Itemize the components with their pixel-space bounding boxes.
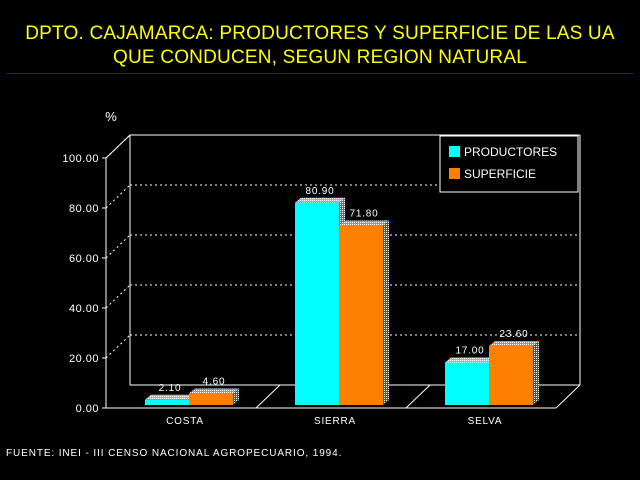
gridline-side — [105, 284, 131, 309]
chart-title-line-1: DPTO. CAJAMARCA: PRODUCTORES Y SUPERFICI… — [25, 23, 615, 44]
legend-swatch — [449, 146, 460, 157]
x-tick-label: SIERRA — [314, 416, 356, 427]
legend-label: PRODUCTORES — [464, 145, 557, 159]
y-tick-label: 0.00 — [76, 403, 99, 415]
title-divider — [6, 73, 634, 74]
bar-superficie-selva — [489, 341, 539, 405]
data-label: 4.60 — [203, 377, 226, 388]
gridline-side — [105, 234, 131, 259]
bars: 2.10 4.60 80.90 71.80 17.00 23.60 — [145, 186, 539, 405]
bar-superficie-sierra — [339, 220, 389, 405]
legend-label: SUPERFICIE — [464, 167, 536, 181]
y-tick-label: 80.00 — [69, 203, 99, 215]
x-axis-labels: COSTA SIERRA SELVA — [166, 384, 503, 427]
gridline-side — [105, 134, 131, 159]
data-label: 71.80 — [349, 209, 378, 220]
bar-productores-sierra — [295, 197, 345, 405]
data-label: 23.60 — [499, 329, 528, 340]
y-tick-label: 60.00 — [69, 253, 99, 265]
x-tick-label: COSTA — [166, 416, 204, 427]
bar-productores-selva — [445, 357, 495, 405]
y-axis-ticks: 0.00 20.00 40.00 60.00 80.00 100.00 — [62, 153, 106, 415]
source-note: FUENTE: INEI - III CENSO NACIONAL AGROPE… — [6, 448, 343, 459]
bar-superficie-costa — [189, 388, 239, 405]
legend-swatch — [449, 168, 460, 179]
gridline-side — [105, 184, 131, 209]
chart-title: DPTO. CAJAMARCA: PRODUCTORES Y SUPERFICI… — [0, 22, 640, 70]
data-label: 80.90 — [305, 186, 334, 197]
y-tick-label: 100.00 — [62, 153, 99, 165]
chart-title-line-2: QUE CONDUCEN, SEGUN REGION NATURAL — [113, 47, 527, 68]
y-tick-label: 40.00 — [69, 303, 99, 315]
data-label: 17.00 — [455, 346, 484, 357]
y-tick-label: 20.00 — [69, 353, 99, 365]
y-axis-label: % — [105, 109, 117, 124]
legend-box — [439, 135, 579, 193]
category-divider — [255, 384, 281, 409]
x-tick-label: SELVA — [468, 416, 503, 427]
floor-right-edge — [555, 384, 581, 409]
gridline-side — [105, 334, 131, 359]
data-label: 2.10 — [159, 383, 182, 394]
category-divider — [405, 384, 431, 409]
bar-productores-costa — [145, 394, 195, 405]
legend: PRODUCTORES SUPERFICIE — [439, 135, 579, 193]
